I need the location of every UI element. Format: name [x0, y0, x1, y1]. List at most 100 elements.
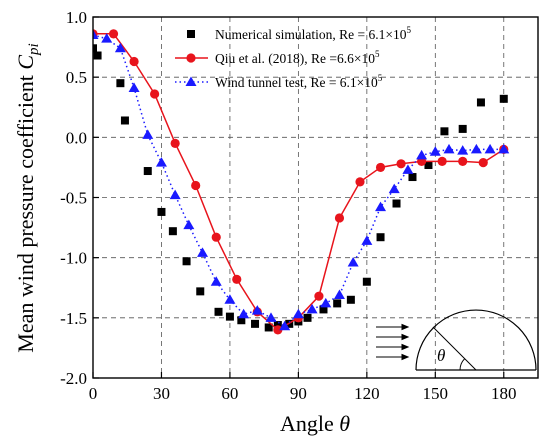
- data-point-circle: [232, 274, 242, 284]
- data-point-triangle: [498, 143, 510, 154]
- data-point-triangle: [333, 289, 345, 299]
- x-tick-label: 60: [221, 384, 238, 403]
- data-point-circle: [458, 156, 468, 166]
- x-axis-title: Angle θ: [280, 411, 350, 436]
- legend-item-qiu: Qiu et al. (2018), Re =6.6×105: [175, 49, 380, 66]
- data-point-triangle: [375, 201, 387, 212]
- data-point-triangle: [183, 219, 195, 230]
- data-point-square: [237, 316, 246, 325]
- data-point-square: [333, 299, 342, 308]
- legend-label-wind-tunnel: Wind tunnel test, Re = 6.1×105: [215, 73, 383, 90]
- legend-item-wind-tunnel: Wind tunnel test, Re = 6.1×105: [175, 73, 383, 90]
- data-point-square: [264, 323, 273, 332]
- wind-arrows: [376, 323, 410, 361]
- ticks: 0 30 60 90 120 150 180 1.0 0.5 0.0 -0.5 -1.0 -1.5 -2.…: [60, 8, 516, 403]
- series-square: [93, 44, 508, 332]
- data-point-triangle: [265, 312, 277, 322]
- data-point-square: [93, 44, 97, 53]
- y-tick-label: 0.5: [66, 68, 87, 87]
- data-point-square: [476, 98, 485, 107]
- data-point-circle: [375, 162, 386, 173]
- data-point-triangle: [388, 183, 400, 194]
- data-point-circle: [191, 180, 201, 191]
- data-point-triangle: [347, 256, 359, 267]
- data-point-square: [93, 51, 102, 60]
- data-point-circle: [478, 158, 488, 168]
- x-tick-label: 180: [491, 384, 517, 403]
- y-tick-label: -2.0: [60, 369, 87, 388]
- data-point-circle: [273, 325, 283, 335]
- data-point-triangle: [101, 33, 113, 43]
- data-point-square: [214, 307, 223, 316]
- series-triangle: [93, 29, 510, 331]
- data-point-triangle: [128, 82, 140, 92]
- data-point-square: [116, 79, 125, 88]
- y-tick-label: -0.5: [60, 189, 87, 208]
- data-point-square: [143, 167, 152, 176]
- data-point-square: [168, 227, 177, 236]
- data-point-triangle: [169, 189, 181, 200]
- grid: [93, 17, 538, 378]
- data-point-square: [120, 116, 129, 125]
- data-point-square: [424, 161, 433, 170]
- legend-label-qiu: Qiu et al. (2018), Re =6.6×105: [215, 49, 380, 66]
- legend-marker-square: [187, 30, 195, 38]
- y-tick-label: -1.0: [60, 249, 87, 268]
- data-point-square: [251, 319, 260, 328]
- data-point-square: [440, 127, 449, 136]
- data-point-triangle: [251, 305, 263, 315]
- data-point-triangle: [155, 157, 167, 167]
- data-point-square: [458, 124, 467, 133]
- data-point-circle: [437, 156, 447, 166]
- data-point-triangle: [320, 297, 332, 308]
- data-point-square: [273, 321, 282, 330]
- angle-ray: [432, 326, 477, 371]
- data-point-square: [362, 277, 371, 286]
- y-tick-label: 0.0: [66, 128, 87, 147]
- data-point-triangle: [443, 143, 455, 154]
- data-point-triangle: [361, 235, 373, 245]
- data-point-square: [182, 257, 191, 266]
- data-point-triangle: [238, 308, 250, 319]
- data-point-square: [319, 305, 328, 314]
- data-point-circle: [150, 89, 160, 99]
- data-point-triangle: [279, 320, 291, 331]
- data-point-triangle: [402, 164, 414, 174]
- legend-marker-triangle: [185, 76, 197, 86]
- y-tick-label: 1.0: [66, 8, 87, 27]
- data-point-circle: [108, 29, 119, 39]
- data-point-circle: [396, 159, 406, 169]
- data-point-circle: [170, 138, 180, 148]
- data-point-triangle: [306, 303, 318, 314]
- data-point-triangle: [470, 143, 482, 154]
- y-axis-title: Mean wind pressure coefficient Cpi: [13, 43, 42, 352]
- data-point-triangle: [114, 42, 126, 53]
- data-point-square: [303, 313, 312, 322]
- data-point-circle: [129, 56, 139, 67]
- data-point-circle: [314, 291, 324, 301]
- data-point-triangle: [292, 308, 304, 319]
- x-tick-label: 0: [89, 384, 98, 403]
- data-point-square: [196, 287, 205, 296]
- data-point-triangle: [210, 276, 222, 286]
- data-point-circle: [334, 213, 345, 223]
- legend-item-numerical: Numerical simulation, Re = 6.1×105: [187, 25, 411, 42]
- data-series-layer: [93, 29, 510, 335]
- theta-label: θ: [437, 346, 445, 365]
- x-tick-label: 150: [423, 384, 449, 403]
- data-point-triangle: [457, 145, 469, 155]
- x-tick-label: 120: [354, 384, 380, 403]
- data-point-triangle: [142, 129, 154, 139]
- data-point-circle: [211, 232, 221, 242]
- data-point-triangle: [484, 143, 496, 154]
- data-point-triangle: [93, 29, 99, 40]
- angle-arc: [459, 358, 466, 371]
- legend: Numerical simulation, Re = 6.1×105 Qiu e…: [175, 25, 411, 90]
- data-point-square: [408, 173, 417, 182]
- data-point-square: [346, 295, 355, 304]
- data-point-circle: [355, 177, 365, 187]
- x-tick-label: 30: [153, 384, 170, 403]
- data-point-square: [225, 312, 234, 321]
- data-point-square: [499, 94, 508, 103]
- legend-marker-circle: [186, 53, 196, 63]
